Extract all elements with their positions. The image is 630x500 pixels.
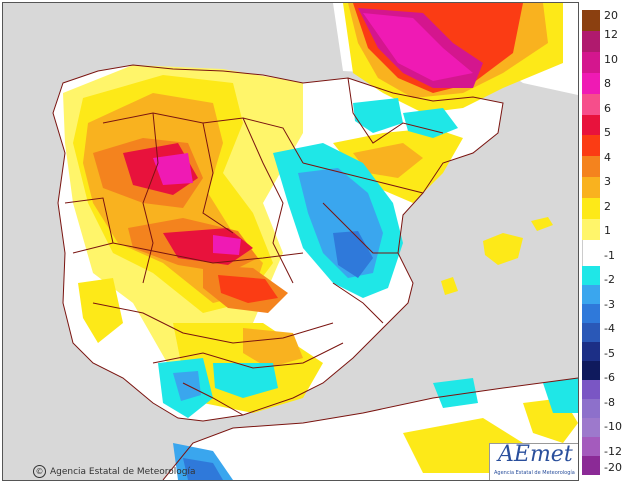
africa-border (162, 377, 578, 480)
legend-tick-label: 10 (604, 53, 618, 66)
legend-tick-label: 20 (604, 9, 618, 22)
logo-wordmark: AEmet (498, 442, 573, 467)
legend-tick-label: -12 (604, 445, 622, 458)
legend-swatch (582, 304, 600, 323)
legend-swatch (582, 93, 600, 115)
legend-swatch (582, 418, 600, 437)
legend-tick-label: 4 (604, 151, 611, 164)
copyright-icon: © (33, 465, 46, 478)
legend-swatch (582, 342, 600, 361)
legend-tick-label: 1 (604, 224, 611, 237)
legend-swatch-neutral (582, 240, 601, 266)
aemet-logo: AEmet Agencia Estatal de Meteorología (489, 442, 578, 480)
legend-swatch (582, 323, 600, 342)
legend-tick-label: -20 (604, 461, 622, 474)
map-frame: © Agencia Estatal de Meteorología AEmet A… (2, 2, 579, 481)
legend-tick-label: 12 (604, 28, 618, 41)
legend-tick-label: -5 (604, 347, 615, 360)
legend-swatch (582, 361, 600, 380)
legend-swatch (582, 285, 600, 304)
legend-swatch (582, 266, 600, 285)
legend-swatch (582, 72, 600, 94)
mallorca (483, 233, 523, 265)
map-credit: © Agencia Estatal de Meteorología (33, 465, 196, 478)
legend-swatch (582, 156, 600, 178)
ibiza (441, 277, 458, 295)
legend-tick-label: -10 (604, 420, 622, 433)
temperature-anomaly-map (52, 3, 578, 480)
legend-swatch (582, 380, 600, 399)
legend-tick-label: -1 (604, 249, 615, 262)
legend-swatch (582, 51, 600, 73)
credit-text: Agencia Estatal de Meteorología (50, 467, 196, 477)
legend-swatch (582, 399, 600, 418)
legend-tick-label: 6 (604, 102, 611, 115)
legend-tick-label: -6 (604, 371, 615, 384)
province-borders (52, 64, 504, 422)
legend-swatch (582, 10, 600, 31)
legend-tick-label: 2 (604, 200, 611, 213)
logo-subtitle: Agencia Estatal de Meteorología (494, 470, 575, 476)
legend-swatch (582, 135, 600, 157)
legend-tick-label: -4 (604, 322, 615, 335)
legend-tick-label: -8 (604, 396, 615, 409)
legend-swatch (582, 114, 600, 136)
legend-tick-label: -3 (604, 298, 615, 311)
cold-anomalies (158, 98, 578, 480)
legend-swatch (582, 177, 600, 199)
menorca (531, 217, 553, 231)
color-legend: 20 12 10 8 6 5 4 3 2 1 -1 -2 -3 -4 -5 -6 -8 -10 -12 -20 (582, 10, 628, 475)
legend-swatch (582, 30, 600, 52)
legend-swatch (582, 437, 600, 456)
legend-tick-label: -2 (604, 273, 615, 286)
legend-swatch (582, 456, 600, 475)
legend-swatch (582, 198, 600, 220)
legend-tick-label: 3 (604, 175, 611, 188)
legend-tick-label: 5 (604, 126, 611, 139)
legend-swatch (582, 219, 600, 240)
legend-tick-label: 8 (604, 77, 611, 90)
